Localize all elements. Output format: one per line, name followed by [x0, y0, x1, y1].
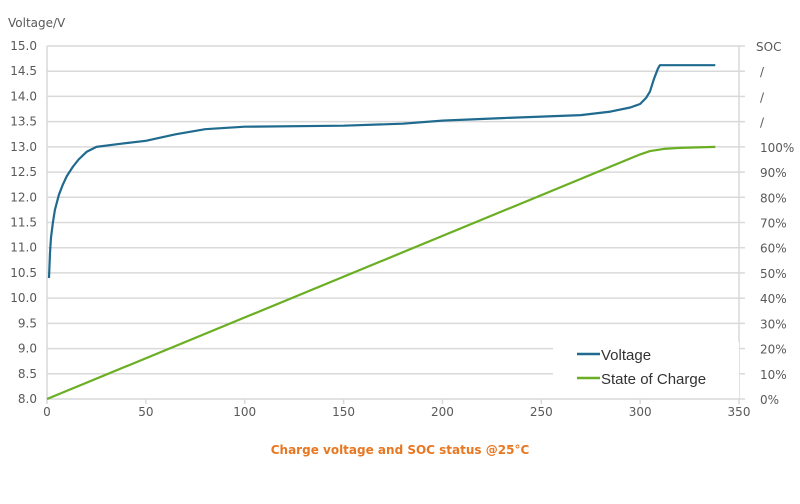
series-lines	[46, 64, 716, 401]
y-tick-label: 11.0	[10, 241, 37, 255]
x-tick-label: 100	[233, 405, 256, 419]
y2-tick-label: 40%	[760, 292, 787, 306]
y-tick-label: 12.0	[10, 190, 37, 204]
y-tick-label: 10.5	[10, 266, 37, 280]
x-tick-label: 200	[431, 405, 454, 419]
y2-tick-label: /	[760, 116, 765, 130]
y-tick-label: 12.5	[10, 165, 37, 179]
legend-background	[553, 342, 739, 398]
x-tick-label: 350	[728, 405, 751, 419]
legend-label-voltage: Voltage	[601, 347, 651, 364]
y2-tick-label: 70%	[760, 217, 787, 231]
x-tick-label: 300	[629, 405, 652, 419]
y2-tick-label: 80%	[760, 191, 787, 205]
y2-tick-label: 30%	[760, 317, 787, 331]
axes	[46, 45, 745, 404]
x-tick-label: 250	[530, 405, 553, 419]
y-tick-label: 15.0	[10, 39, 37, 53]
y-tick-label: 14.5	[10, 64, 37, 78]
legend-label-soc: State of Charge	[601, 371, 706, 388]
y2-tick-label: 10%	[760, 368, 787, 382]
y2-tick-label: 90%	[760, 166, 787, 180]
x-tick-label: 0	[43, 405, 51, 419]
y2-tick-label: 100%	[760, 141, 794, 155]
y2-tick-label: 20%	[760, 343, 787, 357]
voltage-line	[47, 64, 716, 279]
y2-axis-label: SOC	[756, 40, 781, 54]
y-axis-label: Voltage/V	[8, 16, 66, 30]
y-tick-label: 9.5	[18, 316, 37, 330]
y2-tick-label: 50%	[760, 267, 787, 281]
tick-labels: 8.0 0% 8.5 10% 9.0 20% 9.5 30% 10.0 40% 10.5 50% 11.…	[10, 39, 794, 419]
y2-tick-label: 0%	[760, 393, 779, 407]
y-tick-label: 9.0	[18, 342, 37, 356]
y-tick-label: 10.0	[10, 291, 37, 305]
y-tick-label: 11.5	[10, 216, 37, 230]
y-tick-label: 13.5	[10, 115, 37, 129]
chart-title: Charge voltage and SOC status @25°C	[271, 443, 530, 457]
y-tick-label: 14.0	[10, 89, 37, 103]
y2-tick-label: /	[760, 90, 765, 104]
y-tick-label: 8.0	[18, 392, 37, 406]
x-tick-label: 50	[138, 405, 153, 419]
legend: Voltage State of Charge	[577, 347, 706, 388]
y2-tick-label: 60%	[760, 242, 787, 256]
gridlines	[47, 45, 739, 375]
y2-tick-label: /	[760, 65, 765, 79]
soc-line	[46, 145, 716, 401]
x-tick-label: 150	[332, 405, 355, 419]
y-tick-label: 8.5	[18, 367, 37, 381]
y-tick-label: 13.0	[10, 140, 37, 154]
